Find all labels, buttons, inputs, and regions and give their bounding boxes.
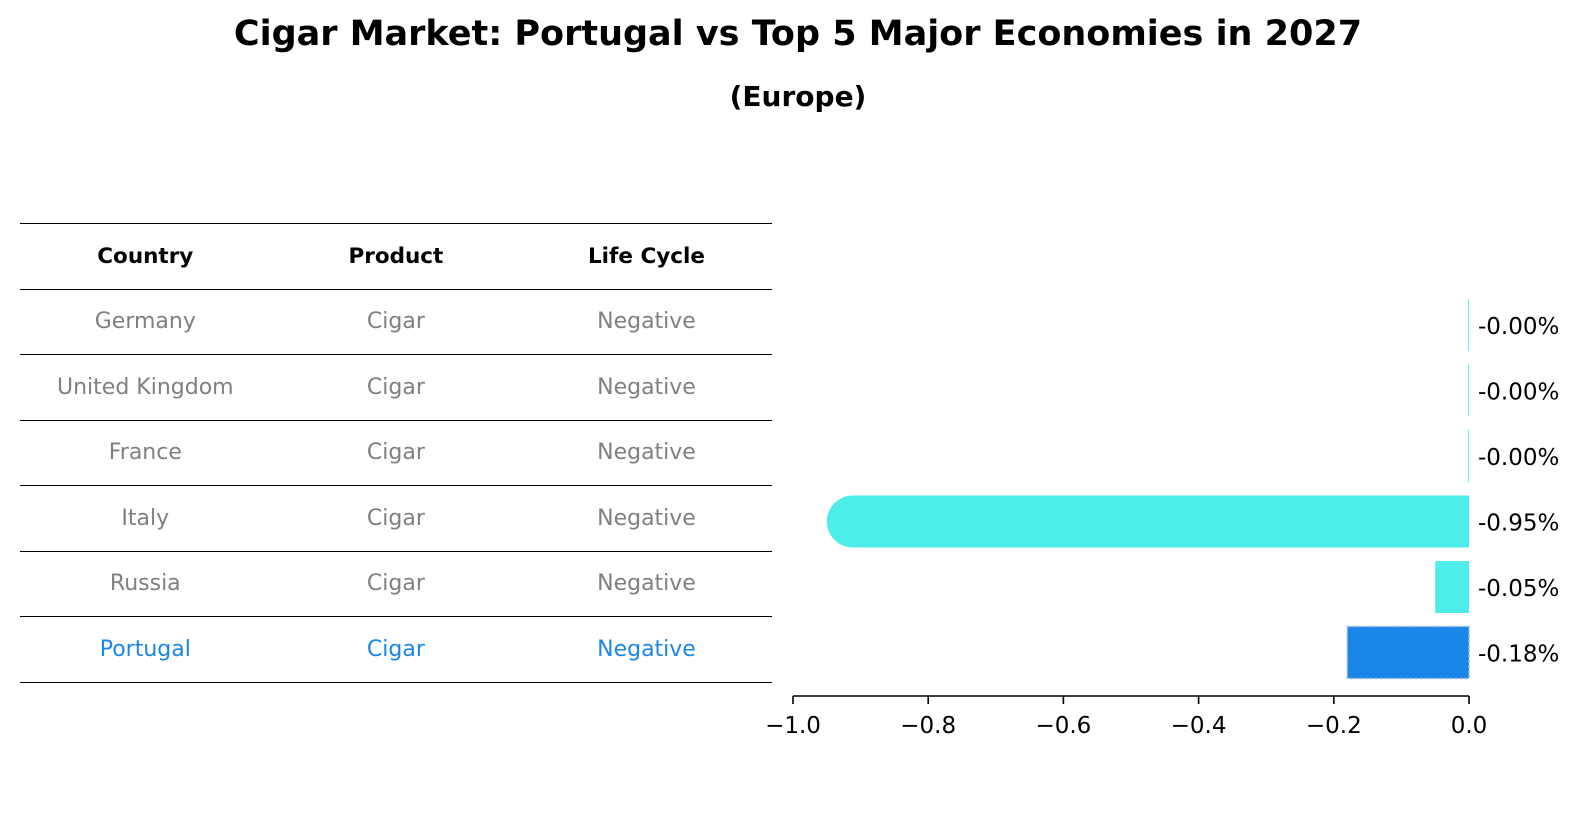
data-label-germany: -0.00% [1478,314,1559,340]
cell-life-cycle: Negative [597,374,696,400]
data-label-united-kingdom: -0.00% [1478,380,1559,406]
table-row: Russia Cigar Negative [20,552,772,617]
header-country: Country [97,243,194,269]
bar-germany [1468,299,1469,351]
chart-title: Cigar Market: Portugal vs Top 5 Major Ec… [233,14,1363,54]
cell-country: United Kingdom [57,374,234,400]
x-tick-label: −0.8 [900,713,956,739]
table-row: United Kingdom Cigar Negative [20,355,772,421]
cell-product: Cigar [366,374,425,400]
cell-life-cycle: Negative [597,505,696,531]
cell-life-cycle: Negative [597,440,696,466]
cell-country: Portugal [99,636,191,662]
table-row: Italy Cigar Negative [20,486,772,552]
comparison-table: Country Product Life Cycle Germany Cigar… [20,223,772,683]
cell-life-cycle: Negative [597,309,696,335]
x-tick-label: −0.4 [1171,713,1227,739]
cell-life-cycle: Negative [597,571,696,597]
header-product: Product [348,243,444,269]
data-label-portugal: -0.18% [1478,642,1559,668]
cell-product: Cigar [366,309,425,335]
cell-life-cycle: Negative [597,636,696,662]
data-label-france: -0.00% [1478,445,1559,471]
bar-russia [1435,561,1469,613]
table-header-row: Country Product Life Cycle [20,224,772,290]
data-label-italy: -0.95% [1478,511,1559,537]
cell-country: Russia [109,571,181,597]
cell-country: France [108,440,182,466]
bar-italy [826,495,1469,548]
table-row: France Cigar Negative [20,421,772,486]
chart-subtitle: (Europe) [729,80,867,113]
x-tick-label: −0.2 [1306,713,1362,739]
cell-product: Cigar [366,440,425,466]
cell-product: Cigar [366,505,425,531]
bar-united-kingdom [1468,364,1469,417]
table-row: Germany Cigar Negative [20,290,772,355]
cell-country: Germany [94,309,196,335]
x-tick-label: −1.0 [765,713,821,739]
table-row-highlighted: Portugal Cigar Negative [20,617,772,683]
data-label-russia: -0.05% [1478,576,1559,602]
header-life-cycle: Life Cycle [587,243,705,269]
cell-product: Cigar [366,636,425,662]
bar-portugal [1346,625,1470,680]
bar-france [1468,430,1469,482]
x-tick-label: 0.0 [1451,713,1488,739]
cell-product: Cigar [366,571,425,597]
cell-country: Italy [121,505,170,531]
x-tick-label: −0.6 [1035,713,1091,739]
